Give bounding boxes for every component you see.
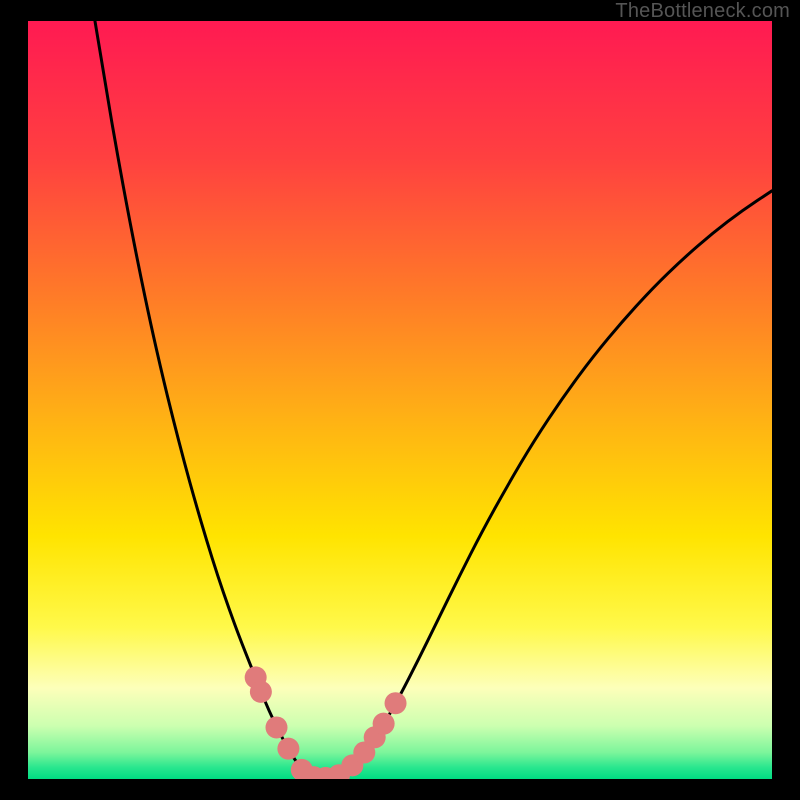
watermark-label: TheBottleneck.com <box>615 0 790 23</box>
marker-point <box>373 713 395 735</box>
chart-container: TheBottleneck.com <box>0 0 800 800</box>
marker-point <box>277 738 299 760</box>
bottleneck-chart <box>0 0 800 800</box>
marker-point <box>265 716 287 738</box>
marker-point <box>385 692 407 714</box>
marker-point <box>250 681 272 703</box>
plot-background <box>28 21 772 779</box>
